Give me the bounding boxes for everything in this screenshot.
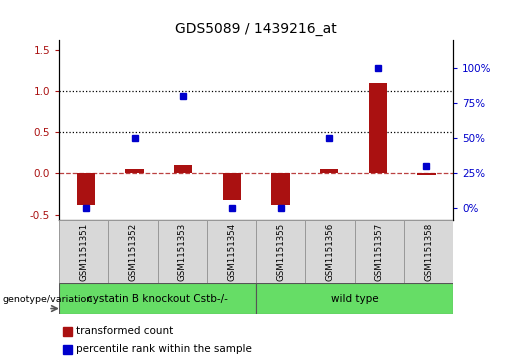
- Text: GSM1151355: GSM1151355: [277, 223, 285, 281]
- Bar: [256, 220, 305, 283]
- Text: GSM1151356: GSM1151356: [325, 223, 335, 281]
- Bar: [109, 220, 158, 283]
- Text: GSM1151354: GSM1151354: [227, 223, 236, 281]
- Text: transformed count: transformed count: [76, 326, 173, 336]
- Text: percentile rank within the sample: percentile rank within the sample: [76, 344, 252, 354]
- Bar: [77, 174, 95, 205]
- Title: GDS5089 / 1439216_at: GDS5089 / 1439216_at: [175, 22, 337, 36]
- Text: genotype/variation: genotype/variation: [3, 295, 93, 304]
- Text: GSM1151351: GSM1151351: [79, 223, 89, 281]
- Text: GSM1151353: GSM1151353: [178, 223, 187, 281]
- Bar: [305, 220, 355, 283]
- Bar: [174, 165, 193, 174]
- Bar: [59, 220, 109, 283]
- Bar: [417, 174, 436, 175]
- Bar: [158, 220, 207, 283]
- Text: GSM1151352: GSM1151352: [129, 223, 138, 281]
- Bar: [256, 283, 453, 314]
- Bar: [207, 220, 256, 283]
- Bar: [63, 345, 72, 354]
- Bar: [369, 83, 387, 174]
- Bar: [63, 327, 72, 336]
- Bar: [125, 169, 144, 174]
- Bar: [355, 220, 404, 283]
- Text: GSM1151358: GSM1151358: [424, 223, 433, 281]
- Text: cystatin B knockout Cstb-/-: cystatin B knockout Cstb-/-: [87, 294, 228, 303]
- Bar: [271, 174, 290, 205]
- Text: wild type: wild type: [331, 294, 379, 303]
- Text: GSM1151357: GSM1151357: [375, 223, 384, 281]
- Bar: [222, 174, 241, 200]
- Bar: [404, 220, 453, 283]
- Bar: [320, 169, 338, 174]
- Bar: [59, 283, 256, 314]
